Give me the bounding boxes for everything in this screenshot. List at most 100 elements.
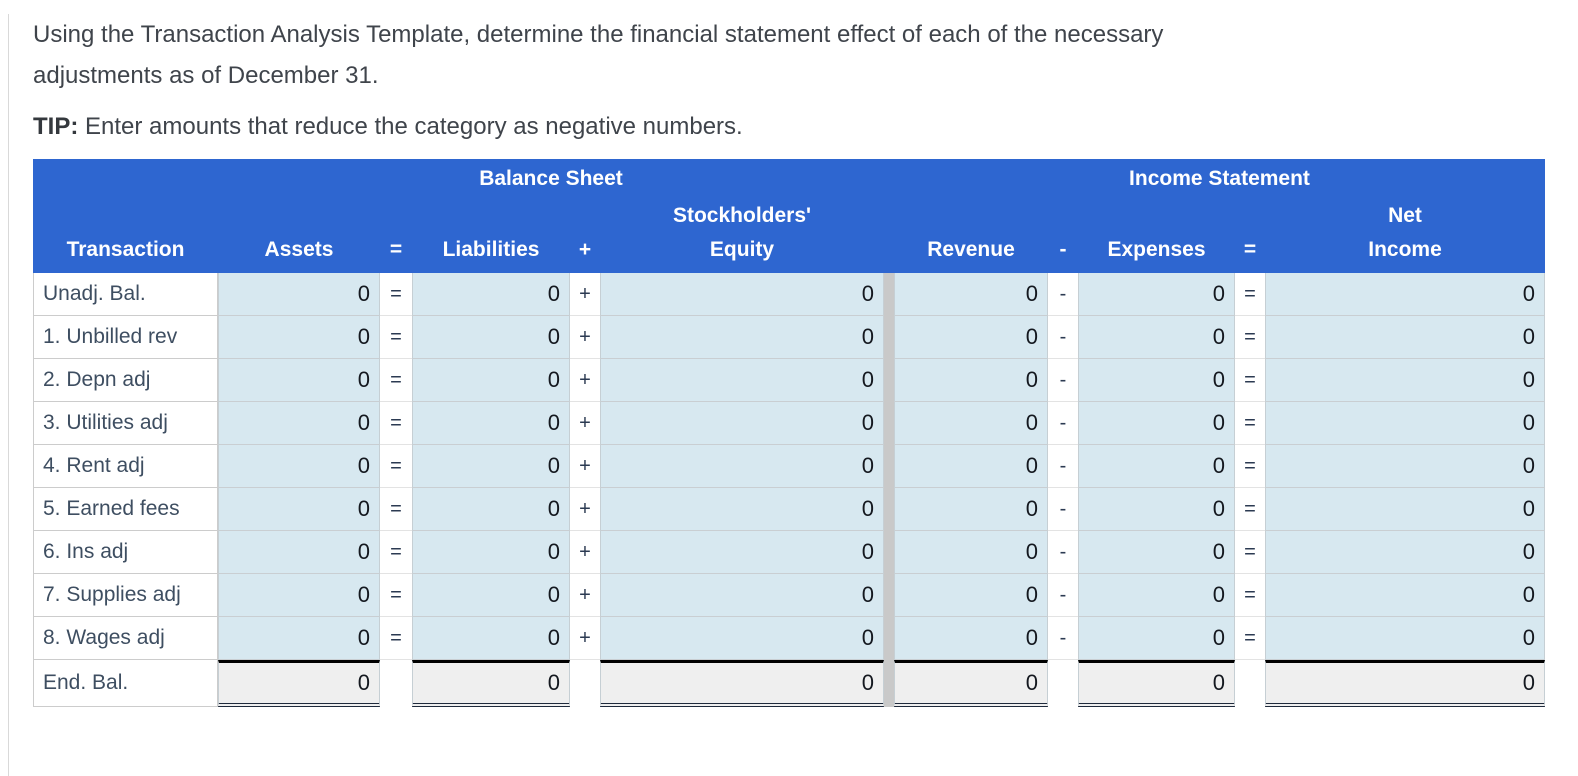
table-row: 7. Supplies adj 0 = 0 + 0 0 - 0 = 0 <box>33 574 1545 617</box>
revenue-input[interactable]: 0 <box>894 445 1048 488</box>
revenue-input[interactable]: 0 <box>894 359 1048 402</box>
revenue-input[interactable]: 0 <box>894 617 1048 660</box>
equity-input[interactable]: 0 <box>600 273 884 316</box>
liabilities-input[interactable]: 0 <box>412 574 570 617</box>
net-income-input[interactable]: 0 <box>1265 531 1545 574</box>
plus-operator: + <box>570 359 600 402</box>
instruction-line-2: adjustments as of December 31. <box>33 62 379 89</box>
equity-input[interactable]: 0 <box>600 488 884 531</box>
equals-operator: = <box>1235 316 1265 359</box>
equals-operator: = <box>380 402 412 445</box>
expenses-input[interactable]: 0 <box>1078 617 1235 660</box>
col-header-plus: + <box>578 238 592 261</box>
expenses-input[interactable]: 0 <box>1078 445 1235 488</box>
expenses-total: 0 <box>1078 660 1235 707</box>
equals-operator: = <box>1235 402 1265 445</box>
revenue-input[interactable]: 0 <box>894 316 1048 359</box>
equals-operator: = <box>1235 359 1265 402</box>
expenses-input[interactable]: 0 <box>1078 359 1235 402</box>
equals-operator: = <box>380 445 412 488</box>
liabilities-input[interactable]: 0 <box>412 531 570 574</box>
instruction-text: Using the Transaction Analysis Template,… <box>33 14 1548 96</box>
equity-input[interactable]: 0 <box>600 574 884 617</box>
net-income-input[interactable]: 0 <box>1265 617 1545 660</box>
assets-input[interactable]: 0 <box>218 574 380 617</box>
section-divider <box>884 488 894 531</box>
header-balance-sheet: Balance Sheet <box>479 167 623 190</box>
equity-total: 0 <box>600 660 884 707</box>
net-income-input[interactable]: 0 <box>1265 316 1545 359</box>
equals-operator: = <box>380 531 412 574</box>
operator-spacer <box>1048 660 1078 707</box>
expenses-input[interactable]: 0 <box>1078 273 1235 316</box>
minus-operator: - <box>1048 617 1078 660</box>
equity-input[interactable]: 0 <box>600 445 884 488</box>
expenses-input[interactable]: 0 <box>1078 488 1235 531</box>
revenue-input[interactable]: 0 <box>894 273 1048 316</box>
plus-operator: + <box>570 445 600 488</box>
table-row: 3. Utilities adj 0 = 0 + 0 0 - 0 = 0 <box>33 402 1545 445</box>
row-label: 4. Rent adj <box>33 445 218 488</box>
col-header-equals-1: = <box>389 238 403 261</box>
section-divider <box>884 402 894 445</box>
assets-input[interactable]: 0 <box>218 617 380 660</box>
liabilities-input[interactable]: 0 <box>412 488 570 531</box>
liabilities-input[interactable]: 0 <box>412 316 570 359</box>
assets-input[interactable]: 0 <box>218 316 380 359</box>
equity-input[interactable]: 0 <box>600 359 884 402</box>
expenses-input[interactable]: 0 <box>1078 316 1235 359</box>
row-label: Unadj. Bal. <box>33 273 218 316</box>
liabilities-input[interactable]: 0 <box>412 617 570 660</box>
section-divider <box>884 359 894 402</box>
assets-input[interactable]: 0 <box>218 359 380 402</box>
expenses-input[interactable]: 0 <box>1078 402 1235 445</box>
minus-operator: - <box>1048 359 1078 402</box>
row-label: 8. Wages adj <box>33 617 218 660</box>
table-row: 4. Rent adj 0 = 0 + 0 0 - 0 = 0 <box>33 445 1545 488</box>
equity-input[interactable]: 0 <box>600 531 884 574</box>
revenue-input[interactable]: 0 <box>894 402 1048 445</box>
page-left-border <box>8 14 9 776</box>
net-income-input[interactable]: 0 <box>1265 488 1545 531</box>
equity-input[interactable]: 0 <box>600 617 884 660</box>
assets-input[interactable]: 0 <box>218 273 380 316</box>
assets-total: 0 <box>218 660 380 707</box>
liabilities-input[interactable]: 0 <box>412 359 570 402</box>
net-income-input[interactable]: 0 <box>1265 574 1545 617</box>
row-label: 1. Unbilled rev <box>33 316 218 359</box>
equals-operator: = <box>1235 574 1265 617</box>
liabilities-input[interactable]: 0 <box>412 402 570 445</box>
operator-spacer <box>1235 660 1265 707</box>
revenue-input[interactable]: 0 <box>894 531 1048 574</box>
col-header-minus: - <box>1059 238 1067 261</box>
table-row: 5. Earned fees 0 = 0 + 0 0 - 0 = 0 <box>33 488 1545 531</box>
plus-operator: + <box>570 531 600 574</box>
revenue-input[interactable]: 0 <box>894 488 1048 531</box>
table-row: 8. Wages adj 0 = 0 + 0 0 - 0 = 0 <box>33 617 1545 660</box>
assets-input[interactable]: 0 <box>218 402 380 445</box>
equals-operator: = <box>380 574 412 617</box>
liabilities-input[interactable]: 0 <box>412 273 570 316</box>
table-row: 2. Depn adj 0 = 0 + 0 0 - 0 = 0 <box>33 359 1545 402</box>
section-divider <box>884 617 894 660</box>
transaction-analysis-table: Balance Sheet Income Statement Stockhold… <box>33 159 1545 707</box>
net-income-input[interactable]: 0 <box>1265 445 1545 488</box>
table-row: 6. Ins adj 0 = 0 + 0 0 - 0 = 0 <box>33 531 1545 574</box>
revenue-input[interactable]: 0 <box>894 574 1048 617</box>
expenses-input[interactable]: 0 <box>1078 531 1235 574</box>
equity-input[interactable]: 0 <box>600 402 884 445</box>
assets-input[interactable]: 0 <box>218 531 380 574</box>
net-income-input[interactable]: 0 <box>1265 273 1545 316</box>
col-header-assets: Assets <box>264 238 334 261</box>
minus-operator: - <box>1048 574 1078 617</box>
liabilities-input[interactable]: 0 <box>412 445 570 488</box>
revenue-total: 0 <box>894 660 1048 707</box>
net-income-input[interactable]: 0 <box>1265 402 1545 445</box>
equity-input[interactable]: 0 <box>600 316 884 359</box>
assets-input[interactable]: 0 <box>218 488 380 531</box>
net-income-input[interactable]: 0 <box>1265 359 1545 402</box>
expenses-input[interactable]: 0 <box>1078 574 1235 617</box>
equals-operator: = <box>1235 617 1265 660</box>
question-panel: Using the Transaction Analysis Template,… <box>33 14 1548 707</box>
assets-input[interactable]: 0 <box>218 445 380 488</box>
